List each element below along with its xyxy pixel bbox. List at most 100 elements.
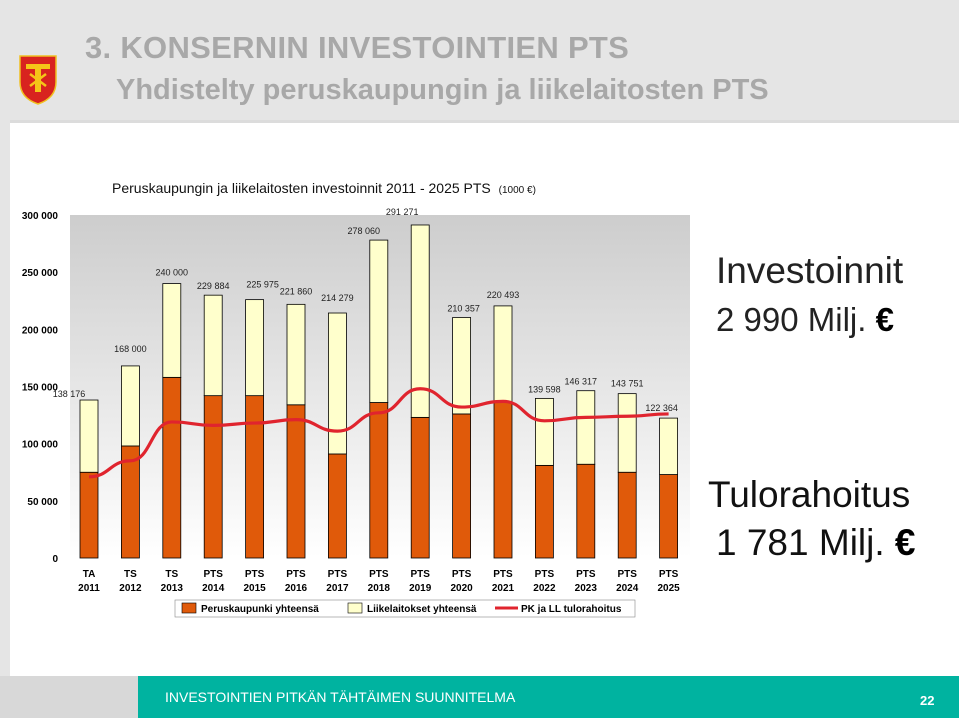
bar-total-label: 122 364 xyxy=(645,403,678,413)
bar-liikelaitokset xyxy=(617,393,637,473)
x-tick-label: PTS xyxy=(493,569,513,580)
y-tick-label: 250 000 xyxy=(22,268,59,279)
bar-liikelaitokset xyxy=(327,312,347,455)
x-tick-label: PTS xyxy=(535,569,555,580)
footer-accent-band xyxy=(138,676,959,718)
bar-peruskaupunki xyxy=(203,395,223,559)
bar-peruskaupunki xyxy=(245,395,265,559)
bar-total-label: 168 000 xyxy=(114,344,147,354)
y-tick-label: 0 xyxy=(52,554,58,565)
x-tick-label: PTS xyxy=(452,569,472,580)
tulorahoitus-line xyxy=(88,387,669,479)
bar-liikelaitokset xyxy=(79,399,99,473)
x-tick-label: TS xyxy=(124,569,137,580)
x-tick-label: PTS xyxy=(245,569,265,580)
bar-peruskaupunki xyxy=(535,464,554,559)
bar-peruskaupunki xyxy=(410,416,430,559)
bar-liikelaitokset xyxy=(121,365,140,447)
y-tick-label: 50 000 xyxy=(27,497,58,508)
x-tick-label: 2019 xyxy=(409,583,432,594)
bar-total-label: 146 317 xyxy=(565,377,598,387)
bar-total-label: 143 751 xyxy=(611,379,644,389)
legend-label: PK ja LL tulorahoitus xyxy=(521,604,622,615)
bar-liikelaitokset xyxy=(162,283,182,378)
legend-label: Liikelaitokset yhteensä xyxy=(367,604,477,615)
y-tick-label: 150 000 xyxy=(22,383,59,394)
bar-liikelaitokset xyxy=(493,305,513,403)
chart-title-unit: (1000 €) xyxy=(499,185,536,196)
x-tick-label: TS xyxy=(165,569,178,580)
tulorahoitus-line-group xyxy=(88,387,669,479)
x-tick-label: PTS xyxy=(659,569,679,580)
legend-swatch-peruskaupunki xyxy=(181,602,197,614)
bar-peruskaupunki xyxy=(327,453,347,559)
bar-peruskaupunki xyxy=(79,471,99,559)
bar-total-label: 139 598 xyxy=(528,384,561,394)
x-tick-label: 2024 xyxy=(616,583,639,594)
bar-total-label: 278 060 xyxy=(348,226,381,236)
income-financing-amount: 1 781 Milj. xyxy=(716,522,885,563)
y-axis: 0 50 000 100 000 150 000 200 000 250 000 300 0… xyxy=(22,211,59,565)
bar-peruskaupunki xyxy=(162,376,182,559)
bar-liikelaitokset xyxy=(452,317,472,415)
bar-liikelaitokset xyxy=(410,224,430,418)
bar-peruskaupunki xyxy=(493,402,513,559)
y-tick-label: 300 000 xyxy=(22,211,59,222)
x-tick-label: PTS xyxy=(328,569,348,580)
chart-title-text: Peruskaupungin ja liikelaitosten investo… xyxy=(112,180,491,196)
page-title: 3. KONSERNIN INVESTOINTIEN PTS xyxy=(85,30,630,65)
x-tick-label: PTS xyxy=(369,569,389,580)
x-tick-label: 2018 xyxy=(368,583,391,594)
bar-total-label: 138 176 xyxy=(53,389,86,399)
bar-total-label: 229 884 xyxy=(197,281,230,291)
x-tick-label: 2020 xyxy=(450,583,473,594)
bar-total-label: 240 000 xyxy=(156,268,189,278)
bar-peruskaupunki xyxy=(617,471,637,559)
x-tick-label: 2015 xyxy=(243,583,266,594)
bar-liikelaitokset xyxy=(535,397,554,466)
header-band xyxy=(0,0,959,120)
bar-total-label: 210 357 xyxy=(447,303,480,313)
x-tick-label: 2021 xyxy=(492,583,515,594)
euro-symbol: € xyxy=(894,522,916,563)
investments-total-value: 2 990 Milj. € xyxy=(716,301,894,339)
investments-total-amount: 2 990 Milj. xyxy=(716,301,867,338)
bar-total-label: 225 975 xyxy=(246,280,279,290)
y-tick-label: 200 000 xyxy=(22,325,59,336)
bar-total-label: 291 271 xyxy=(386,207,419,217)
x-tick-label: PTS xyxy=(203,569,223,580)
x-tick-label: PTS xyxy=(617,569,637,580)
bars-group xyxy=(79,224,678,559)
income-financing-value: 1 781 Milj. € xyxy=(716,522,916,564)
x-tick-label: 2013 xyxy=(161,583,184,594)
x-tick-label: 2014 xyxy=(202,583,225,594)
legend: Peruskaupunki yhteensä Liikelaitokset yht… xyxy=(174,599,636,618)
bar-liikelaitokset xyxy=(203,294,223,397)
income-financing-label: Tulorahoitus xyxy=(708,474,911,515)
x-tick-label: 2016 xyxy=(285,583,308,594)
bar-peruskaupunki xyxy=(286,404,306,559)
chart-title: Peruskaupungin ja liikelaitosten investo… xyxy=(112,180,536,196)
city-logo-icon xyxy=(19,55,57,105)
bar-liikelaitokset xyxy=(245,299,265,397)
page-subtitle: Yhdistelty peruskaupungin ja liikelaitos… xyxy=(116,74,769,106)
footer-text: INVESTOINTIEN PITKÄN TÄHTÄIMEN SUUNNITEL… xyxy=(165,689,516,705)
x-tick-label: 2023 xyxy=(575,583,598,594)
x-tick-label: PTS xyxy=(576,569,596,580)
legend-label: Peruskaupunki yhteensä xyxy=(201,604,319,615)
y-tick-label: 100 000 xyxy=(22,440,59,451)
investments-total-label: Investoinnit xyxy=(716,250,904,291)
bar-liikelaitokset xyxy=(576,390,596,465)
bar-liikelaitokset xyxy=(369,239,389,403)
x-tick-label: 2025 xyxy=(657,583,680,594)
bar-peruskaupunki xyxy=(452,413,472,559)
x-tick-label: 2012 xyxy=(119,583,142,594)
legend-swatch-liikelaitokset xyxy=(347,602,363,614)
legend-box xyxy=(174,599,636,618)
bar-total-label: 221 860 xyxy=(280,286,313,296)
x-tick-label: TA xyxy=(83,569,96,580)
bar-liikelaitokset xyxy=(659,417,678,475)
